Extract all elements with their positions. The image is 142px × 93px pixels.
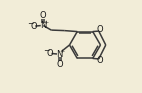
Text: −: −: [27, 19, 33, 28]
Text: O: O: [97, 56, 104, 65]
Text: O: O: [97, 25, 104, 34]
Text: O: O: [56, 60, 63, 69]
Text: O: O: [40, 11, 47, 20]
Text: O: O: [47, 49, 53, 58]
Text: +: +: [43, 20, 49, 25]
Text: −: −: [43, 46, 50, 55]
Text: +: +: [60, 49, 65, 53]
Text: N: N: [40, 21, 46, 30]
Text: O: O: [30, 22, 37, 31]
Text: N: N: [56, 49, 63, 58]
